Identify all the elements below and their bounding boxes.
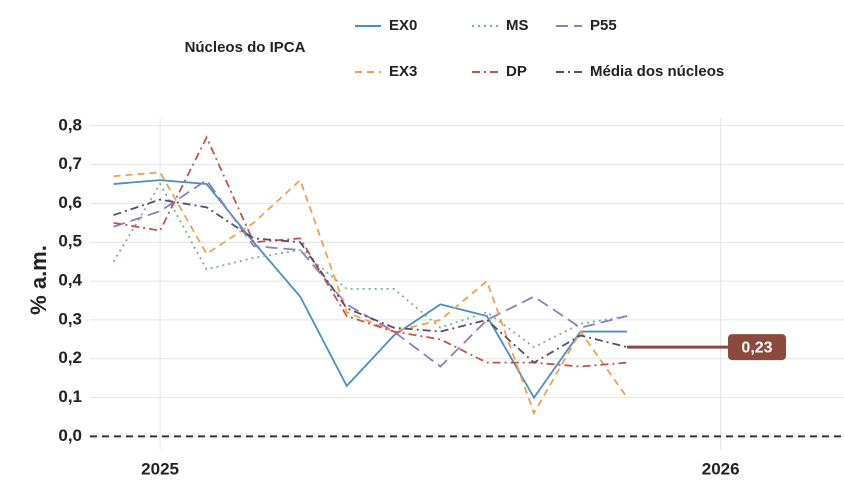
y-tick-label: 0,2	[58, 348, 82, 367]
annotation-box	[728, 334, 786, 361]
y-tick-label: 0,1	[58, 387, 82, 406]
legend-label: P55	[590, 17, 617, 34]
y-tick-label: 0,8	[58, 115, 82, 134]
series-line	[113, 178, 628, 368]
y-tick-label: 0,6	[58, 193, 82, 212]
series-line	[113, 198, 628, 364]
y-tick-label: 0,3	[58, 309, 82, 328]
annotation-label: 0,23	[741, 339, 772, 356]
series-line	[113, 171, 628, 416]
series-line	[112, 182, 628, 349]
y-tick-label: 0,4	[58, 271, 82, 290]
y-tick-label: 0,5	[58, 232, 82, 251]
y-tick-label: 0,0	[58, 426, 82, 445]
y-axis-label: % a.m.	[26, 245, 51, 315]
legend-title: Núcleos do IPCA	[185, 39, 306, 56]
legend-label: DP	[506, 63, 527, 80]
x-tick-label: 2025	[141, 459, 179, 478]
legend-label: Média dos núcleos	[590, 63, 724, 80]
series-line	[113, 179, 628, 400]
legend-label: EX0	[389, 17, 417, 34]
x-tick-label: 2026	[702, 459, 740, 478]
legend-label: EX3	[389, 63, 417, 80]
legend-label: MS	[506, 17, 529, 34]
y-tick-label: 0,7	[58, 154, 82, 173]
series-line	[113, 135, 628, 368]
